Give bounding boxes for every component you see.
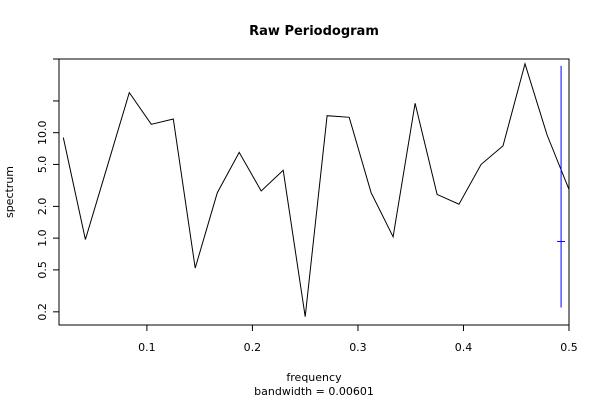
- y-tick-label: 1.0: [36, 229, 49, 247]
- x-tick-label: 0.1: [138, 341, 156, 354]
- y-axis-label: spectrum: [3, 166, 16, 218]
- plot-frame: [58, 58, 570, 326]
- chart-title: Raw Periodogram: [249, 24, 379, 39]
- x-tick-label: 0.5: [560, 341, 578, 354]
- spectrum-line: [62, 61, 570, 317]
- x-tick-label: 0.3: [349, 341, 367, 354]
- x-tick-label: 0.4: [455, 341, 473, 354]
- y-tick-label: 5.0: [36, 156, 49, 174]
- series-layer: [62, 61, 570, 317]
- x-axis-label: frequency: [286, 371, 342, 384]
- y-tick-label: 10.0: [36, 120, 49, 145]
- y-axis: 0.2 0.5 1.0 2.0 5.0 10.0: [36, 58, 59, 321]
- y-tick-label: 2.0: [36, 198, 49, 216]
- confidence-interval: [557, 65, 566, 308]
- y-tick-label: 0.5: [36, 261, 49, 279]
- y-tick-label: 0.2: [36, 303, 49, 321]
- x-tick-label: 0.2: [244, 341, 262, 354]
- bandwidth-label: bandwidth = 0.00601: [254, 385, 374, 398]
- x-axis: 0.1 0.2 0.3 0.4 0.5: [138, 325, 578, 354]
